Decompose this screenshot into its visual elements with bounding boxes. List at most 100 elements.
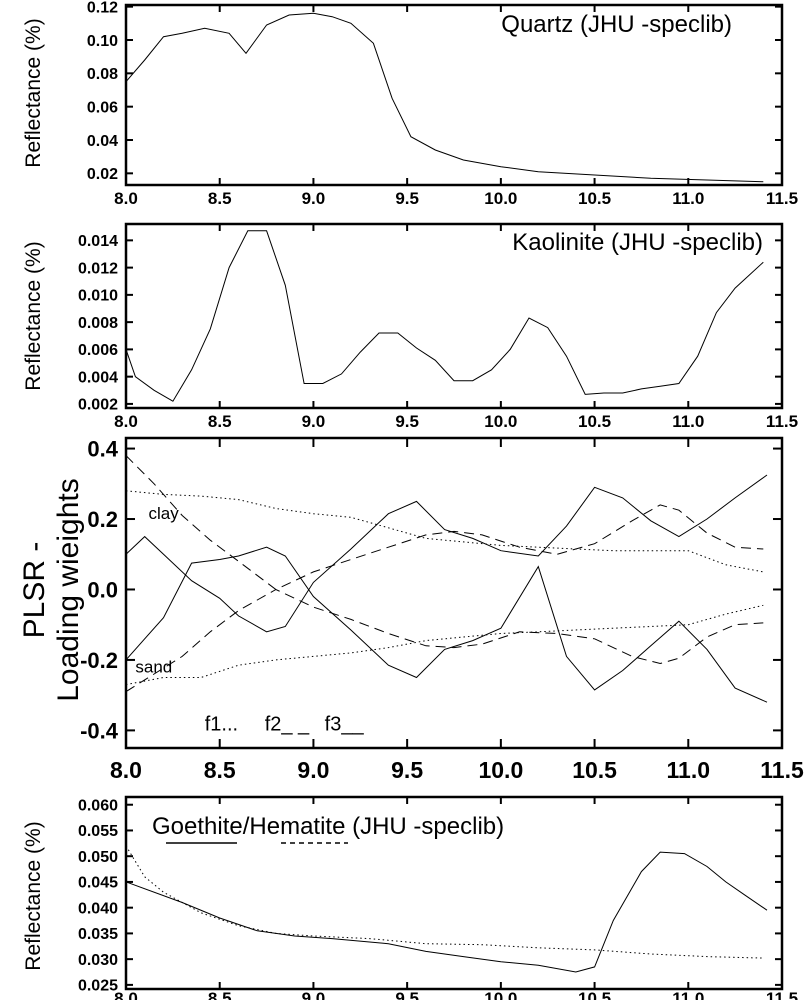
- series-line-sand-f3: [125, 546, 768, 703]
- x-tick-label: 8.0: [110, 757, 142, 783]
- y-tick-label: 0.060: [78, 797, 118, 814]
- kaolinite-frame: [124, 222, 784, 410]
- y-tick-label: 0.12: [87, 0, 118, 16]
- x-tick-label: 10.5: [578, 989, 611, 1000]
- annotation-f1: f1...: [205, 713, 238, 735]
- panel-plsr: 8.0 8.5 9.0 9.5 10.0 10.5 11.0 11.5 -0.4 -0.2 0.0…: [18, 436, 804, 783]
- kaolinite-series: [125, 230, 764, 402]
- x-tick-label: 8.0: [114, 412, 138, 431]
- goethite-frame: [124, 795, 784, 991]
- y-tick-label: 0.050: [78, 849, 118, 866]
- series-line-clay-f2: [125, 455, 764, 591]
- y-tick-label: 0.010: [78, 288, 118, 305]
- x-tick-label: 11.0: [672, 989, 704, 1000]
- panel-quartz: 8.0 8.5 9.0 9.5 10.0 10.5 11.0 11.5 0.020.040.0…: [22, 0, 798, 208]
- goethite-y-label: Reflectance (%): [22, 821, 45, 970]
- y-tick-label: 0.008: [78, 315, 118, 332]
- plsr-series: [125, 455, 768, 703]
- quartz-y-ticks: 0.02 0.04 0.06 0.08 0.10 0.12: [87, 0, 782, 183]
- x-tick-label: 10.5: [578, 412, 611, 431]
- x-tick-label: 10.0: [484, 989, 517, 1000]
- x-tick-label: 10.0: [484, 412, 517, 431]
- x-tick-label: 11.0: [672, 189, 704, 208]
- x-tick-label: 11.5: [766, 189, 798, 208]
- y-tick-label: 0.0: [87, 577, 118, 602]
- plsr-annotations: clay sand f1... f2_ _ f3__: [135, 504, 364, 735]
- y-tick-label: 0.004: [78, 369, 118, 386]
- y-tick-label: 0.055: [78, 823, 118, 840]
- y-tick-label: -0.4: [80, 718, 119, 743]
- y-tick-label: 0.4: [87, 436, 118, 461]
- series-line-hematite: [125, 845, 764, 959]
- y-tick-label: 0.040: [78, 900, 118, 917]
- x-tick-label: 9.0: [302, 412, 326, 431]
- x-tick-label: 10.5: [578, 189, 611, 208]
- quartz-title: Quartz (JHU -speclib): [501, 11, 732, 38]
- annotation-f3: f3__: [325, 713, 365, 735]
- x-tick-label: 11.0: [672, 412, 704, 431]
- x-tick-label: 9.5: [395, 412, 419, 431]
- x-tick-label: 10.5: [572, 757, 617, 783]
- plsr-y-ticks: -0.4 -0.2 0.0 0.2 0.4: [80, 436, 782, 743]
- x-tick-label: 9.0: [302, 189, 326, 208]
- series-line-goethite: [125, 851, 768, 973]
- goethite-title: Goethite/Hematite (JHU -speclib): [152, 813, 504, 840]
- annotation-f2: f2_ _: [265, 713, 310, 735]
- series-line-clay-f1: [125, 490, 764, 573]
- x-tick-label: 10.0: [484, 189, 517, 208]
- y-tick-label: 0.006: [78, 342, 118, 359]
- kaolinite-y-ticks: 0.002 0.004 0.006 0.008 0.010 0.012 0.014: [78, 233, 782, 414]
- x-tick-label: 8.0: [114, 189, 138, 208]
- x-tick-label: 9.0: [302, 989, 326, 1000]
- annotation-clay: clay: [148, 504, 179, 523]
- x-tick-label: 11.0: [667, 757, 711, 783]
- panel-goethite-hematite: 8.0 8.5 9.0 9.5 10.0 10.5 11.0 11.5 0.0250.0300…: [22, 795, 798, 1005]
- y-tick-label: 0.10: [87, 33, 118, 50]
- x-tick-label: 9.5: [395, 989, 419, 1000]
- y-tick-label: 0.08: [87, 66, 118, 83]
- x-tick-label: 9.5: [395, 189, 419, 208]
- kaolinite-x-ticks: 8.0 8.5 9.0 9.5 10.0 10.5 11.0 11.5: [114, 224, 798, 431]
- x-tick-label: 8.5: [208, 989, 232, 1000]
- kaolinite-title: Kaolinite (JHU -speclib): [512, 229, 763, 256]
- y-tick-label: 0.02: [87, 166, 118, 183]
- series-line-clay-f3: [125, 474, 768, 633]
- kaolinite-y-label: Reflectance (%): [22, 241, 45, 390]
- y-tick-label: 0.045: [78, 875, 118, 892]
- y-tick-label: 0.014: [78, 233, 118, 250]
- goethite-y-ticks: 0.025 0.030 0.035 0.040 0.045 0.050 0.055 0.060: [78, 797, 782, 995]
- x-tick-label: 11.5: [760, 757, 804, 783]
- plsr-frame: [124, 436, 784, 750]
- quartz-y-label: Reflectance (%): [22, 18, 45, 167]
- y-tick-label: 0.06: [87, 99, 118, 116]
- annotation-sand: sand: [135, 657, 172, 676]
- y-tick-label: 0.2: [87, 507, 118, 532]
- y-tick-label: 0.012: [78, 260, 118, 277]
- y-tick-label: 0.035: [78, 926, 118, 943]
- x-tick-label: 8.5: [208, 412, 232, 431]
- y-tick-label: 0.025: [78, 978, 118, 995]
- x-tick-label: 8.5: [208, 189, 232, 208]
- quartz-x-ticks: 8.0 8.5 9.0 9.5 10.0 10.5 11.0 11.5: [114, 5, 798, 208]
- x-tick-label: 8.5: [204, 757, 236, 783]
- x-tick-label: 10.0: [478, 757, 523, 783]
- series-line-quartz: [125, 12, 764, 183]
- y-tick-label: -0.2: [80, 648, 118, 673]
- x-tick-label: 9.0: [297, 757, 329, 783]
- x-tick-label: 11.5: [766, 989, 798, 1000]
- panel-kaolinite: 8.0 8.5 9.0 9.5 10.0 10.5 11.0 11.5 0.0020.0040…: [22, 222, 798, 431]
- goethite-series: [125, 845, 768, 973]
- y-tick-label: 0.04: [87, 133, 118, 150]
- plsr-y-label-line2: Loading wieights: [52, 478, 85, 702]
- y-tick-label: 0.002: [78, 397, 118, 414]
- plsr-x-ticks: 8.0 8.5 9.0 9.5 10.0 10.5 11.0 11.5: [110, 438, 804, 783]
- x-tick-label: 11.5: [766, 412, 798, 431]
- plsr-y-label-line1: PLSR -: [18, 542, 51, 639]
- series-line-kaolinite: [125, 230, 764, 402]
- x-tick-label: 9.5: [391, 757, 423, 783]
- y-tick-label: 0.030: [78, 952, 118, 969]
- series-line-sand-f2: [125, 588, 764, 693]
- quartz-frame: [124, 3, 784, 187]
